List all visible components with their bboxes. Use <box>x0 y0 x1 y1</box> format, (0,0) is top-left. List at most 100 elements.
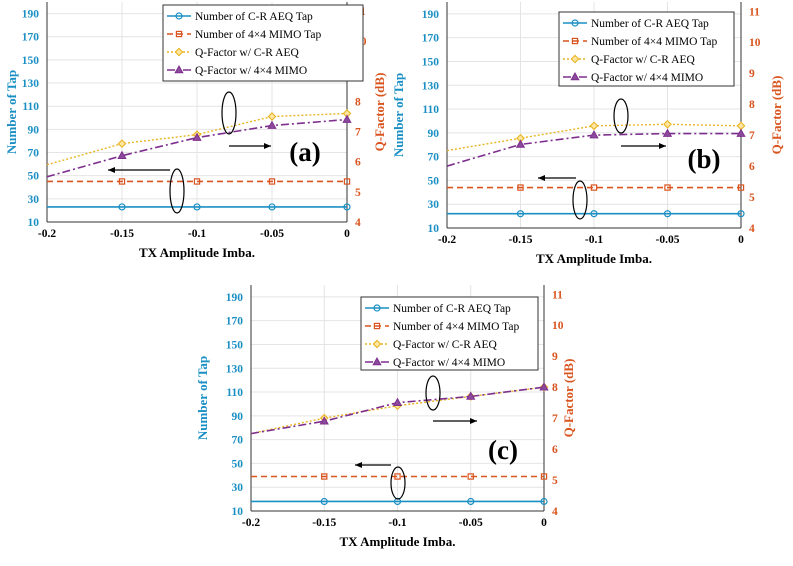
annotation-ellipse <box>572 180 588 220</box>
data-point <box>343 203 351 211</box>
y-left-tick-label: 170 <box>422 33 440 45</box>
y-left-tick-label: 30 <box>232 482 244 494</box>
y-left-tick-label: 70 <box>428 152 440 164</box>
data-point <box>571 37 579 45</box>
chart-1: -0.2 -0.15 -0.1 -0.05 0 10 30 50 70 90 110 130 150 17… <box>391 2 784 266</box>
y-left-tick-label: 190 <box>22 9 40 21</box>
legend-entry: Number of C-R AEQ Tap <box>393 303 511 315</box>
arrow-head <box>108 167 115 173</box>
annotation-ellipse <box>613 98 629 134</box>
series-0 <box>251 497 548 506</box>
legend-box <box>162 4 364 82</box>
data-point <box>193 203 201 211</box>
data-point <box>373 304 381 312</box>
y-left-tick-label: 90 <box>232 411 244 423</box>
legend-box <box>360 296 539 371</box>
data-point <box>736 121 746 131</box>
data-point <box>663 210 672 218</box>
legend-entry: Q-Factor w/ 4×4 MIMO <box>591 72 703 84</box>
y-right-tick-label: 7 <box>749 130 755 142</box>
series-1 <box>47 178 351 185</box>
data-point <box>192 132 202 141</box>
y-left-tick-label: 130 <box>422 80 440 92</box>
data-point <box>570 71 580 81</box>
data-point <box>392 397 403 406</box>
x-tick-label: -0.2 <box>38 228 56 240</box>
legend: Number of C-R AEQ Tap Number of 4×4 MIMO … <box>360 296 539 371</box>
y-right-tick-label: 5 <box>552 475 558 487</box>
y-right-tick-label: 10 <box>749 37 761 49</box>
data-point <box>174 47 184 57</box>
x-tick-label: 0 <box>541 517 547 529</box>
y-left-tick-label: 130 <box>226 363 244 375</box>
x-tick-label: -0.15 <box>509 234 533 246</box>
panel-label: (a) <box>289 137 320 167</box>
data-point <box>590 210 598 218</box>
arrow-head <box>355 462 362 468</box>
x-tick-label: -0.1 <box>188 228 206 240</box>
arrow-head <box>659 143 666 149</box>
x-axis-label: TX Amplitude Imba. <box>536 251 652 266</box>
y-right-axis-label: Q-Factor (dB) <box>561 359 576 438</box>
legend: Number of C-R AEQ Tap Number of 4×4 MIMO … <box>162 4 364 82</box>
x-tick-label: -0.05 <box>459 517 483 529</box>
data-point <box>118 178 126 185</box>
series-0 <box>447 210 745 218</box>
data-point <box>267 112 277 121</box>
y-right-tick-label: 5 <box>355 187 361 199</box>
data-point <box>342 114 352 123</box>
chart-2: -0.2 -0.15 -0.1 -0.05 0 10 30 50 70 90 110 130 150 17… <box>195 285 576 549</box>
annotation-ellipse <box>425 375 441 411</box>
y-right-tick-label: 11 <box>552 289 563 301</box>
y-left-axis-label: Number of Tap <box>4 70 19 154</box>
data-point <box>590 184 598 191</box>
data-point <box>320 497 328 506</box>
y-right-tick-label: 7 <box>355 127 361 139</box>
y-right-tick-label: 7 <box>552 413 558 425</box>
data-point <box>466 391 476 400</box>
x-tick-label: -0.05 <box>260 228 284 240</box>
panel-label: (b) <box>688 144 721 174</box>
y-right-tick-label: 4 <box>552 506 558 518</box>
y-left-tick-label: 30 <box>428 199 440 211</box>
y-left-tick-label: 170 <box>226 316 244 328</box>
legend-entry: Number of 4×4 MIMO Tap <box>195 29 321 41</box>
y-left-tick-label: 70 <box>232 435 244 447</box>
y-left-tick-label: 110 <box>422 104 439 116</box>
y-left-tick-label: 150 <box>22 55 40 67</box>
annotation-ellipse <box>390 466 406 500</box>
y-left-tick-label: 70 <box>28 148 40 160</box>
annotation-ellipse <box>221 91 237 135</box>
data-point <box>118 203 126 211</box>
legend-entry: Number of C-R AEQ Tap <box>195 11 313 23</box>
y-left-tick-label: 10 <box>232 506 244 518</box>
data-point <box>175 30 183 38</box>
data-point <box>394 473 401 480</box>
y-left-axis-label: Number of Tap <box>195 356 210 440</box>
data-point <box>515 139 526 148</box>
x-axis-label: TX Amplitude Imba. <box>340 534 456 549</box>
y-left-tick-label: 170 <box>22 32 40 44</box>
y-right-tick-label: 9 <box>552 351 558 363</box>
data-point <box>117 139 127 149</box>
y-right-tick-label: 8 <box>552 382 558 394</box>
series-3 <box>250 382 549 435</box>
legend-entry: Q-Factor w/ C-R AEQ <box>393 339 498 351</box>
y-right-tick-label: 8 <box>355 96 361 108</box>
y-left-tick-label: 190 <box>422 9 440 21</box>
data-point <box>267 120 277 129</box>
x-axis-label: TX Amplitude Imba. <box>139 245 255 260</box>
y-right-tick-label: 6 <box>552 444 558 456</box>
x-tick-label: -0.15 <box>312 517 336 529</box>
arrow-head <box>538 175 545 181</box>
data-point <box>737 210 745 218</box>
panel-label: (c) <box>488 435 518 465</box>
y-left-tick-label: 110 <box>226 387 243 399</box>
legend-entry: Number of 4×4 MIMO Tap <box>591 36 717 48</box>
y-right-tick-label: 8 <box>749 99 755 111</box>
legend-entry: Number of 4×4 MIMO Tap <box>393 321 519 333</box>
y-left-tick-label: 90 <box>28 124 40 136</box>
x-tick-label: -0.1 <box>585 234 603 246</box>
data-point <box>268 178 276 185</box>
